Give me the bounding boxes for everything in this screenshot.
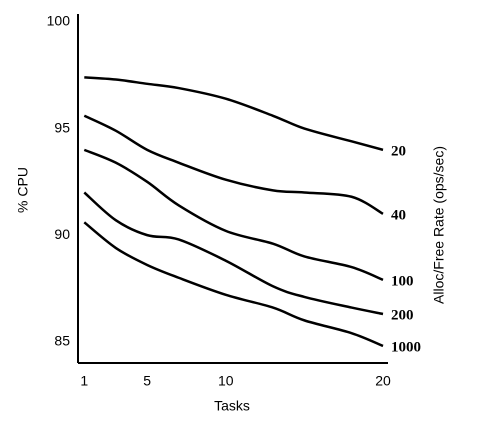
y-tick-label: 85	[54, 332, 70, 348]
legend-label: 40	[391, 207, 406, 223]
legend-label: 100	[391, 273, 414, 289]
x-axis-label: Tasks	[214, 398, 250, 414]
legend-label: 1000	[391, 339, 421, 355]
line	[83, 221, 384, 348]
line	[83, 191, 384, 316]
legend-title: Alloc/Free Rate (ops/sec)	[431, 146, 447, 304]
y-axis-label: % CPU	[15, 167, 31, 213]
x-tick-label: 1	[80, 373, 88, 389]
y-tick-label: 95	[54, 119, 70, 135]
line	[83, 114, 384, 215]
y-tick-label: 90	[54, 226, 70, 242]
legend-label: 200	[391, 307, 414, 323]
x-tick-label: 20	[375, 373, 391, 389]
x-tick-label: 5	[143, 373, 151, 389]
y-tick-label: 100	[47, 13, 71, 29]
x-tick-label: 10	[218, 373, 234, 389]
line	[83, 148, 384, 282]
legend-label: 20	[391, 143, 406, 159]
line	[84, 76, 384, 152]
